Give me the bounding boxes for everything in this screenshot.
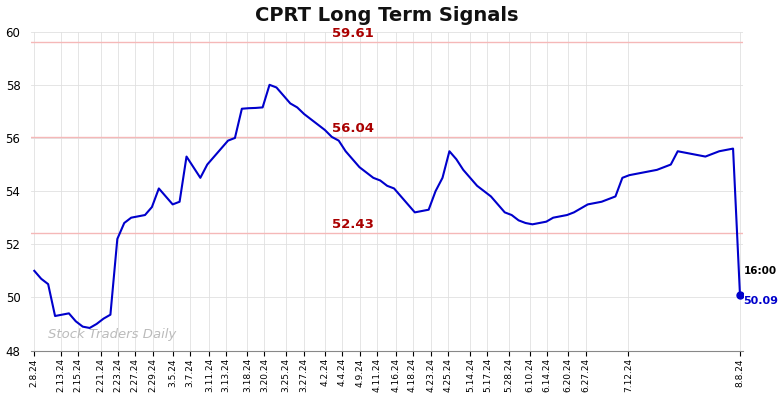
Text: 52.43: 52.43: [332, 218, 373, 231]
Text: 56.04: 56.04: [332, 122, 373, 135]
Text: 59.61: 59.61: [332, 27, 373, 40]
Text: 50.09: 50.09: [743, 297, 779, 306]
Title: CPRT Long Term Signals: CPRT Long Term Signals: [256, 6, 519, 25]
Text: 16:00: 16:00: [743, 266, 777, 277]
Text: Stock Traders Daily: Stock Traders Daily: [48, 328, 176, 341]
